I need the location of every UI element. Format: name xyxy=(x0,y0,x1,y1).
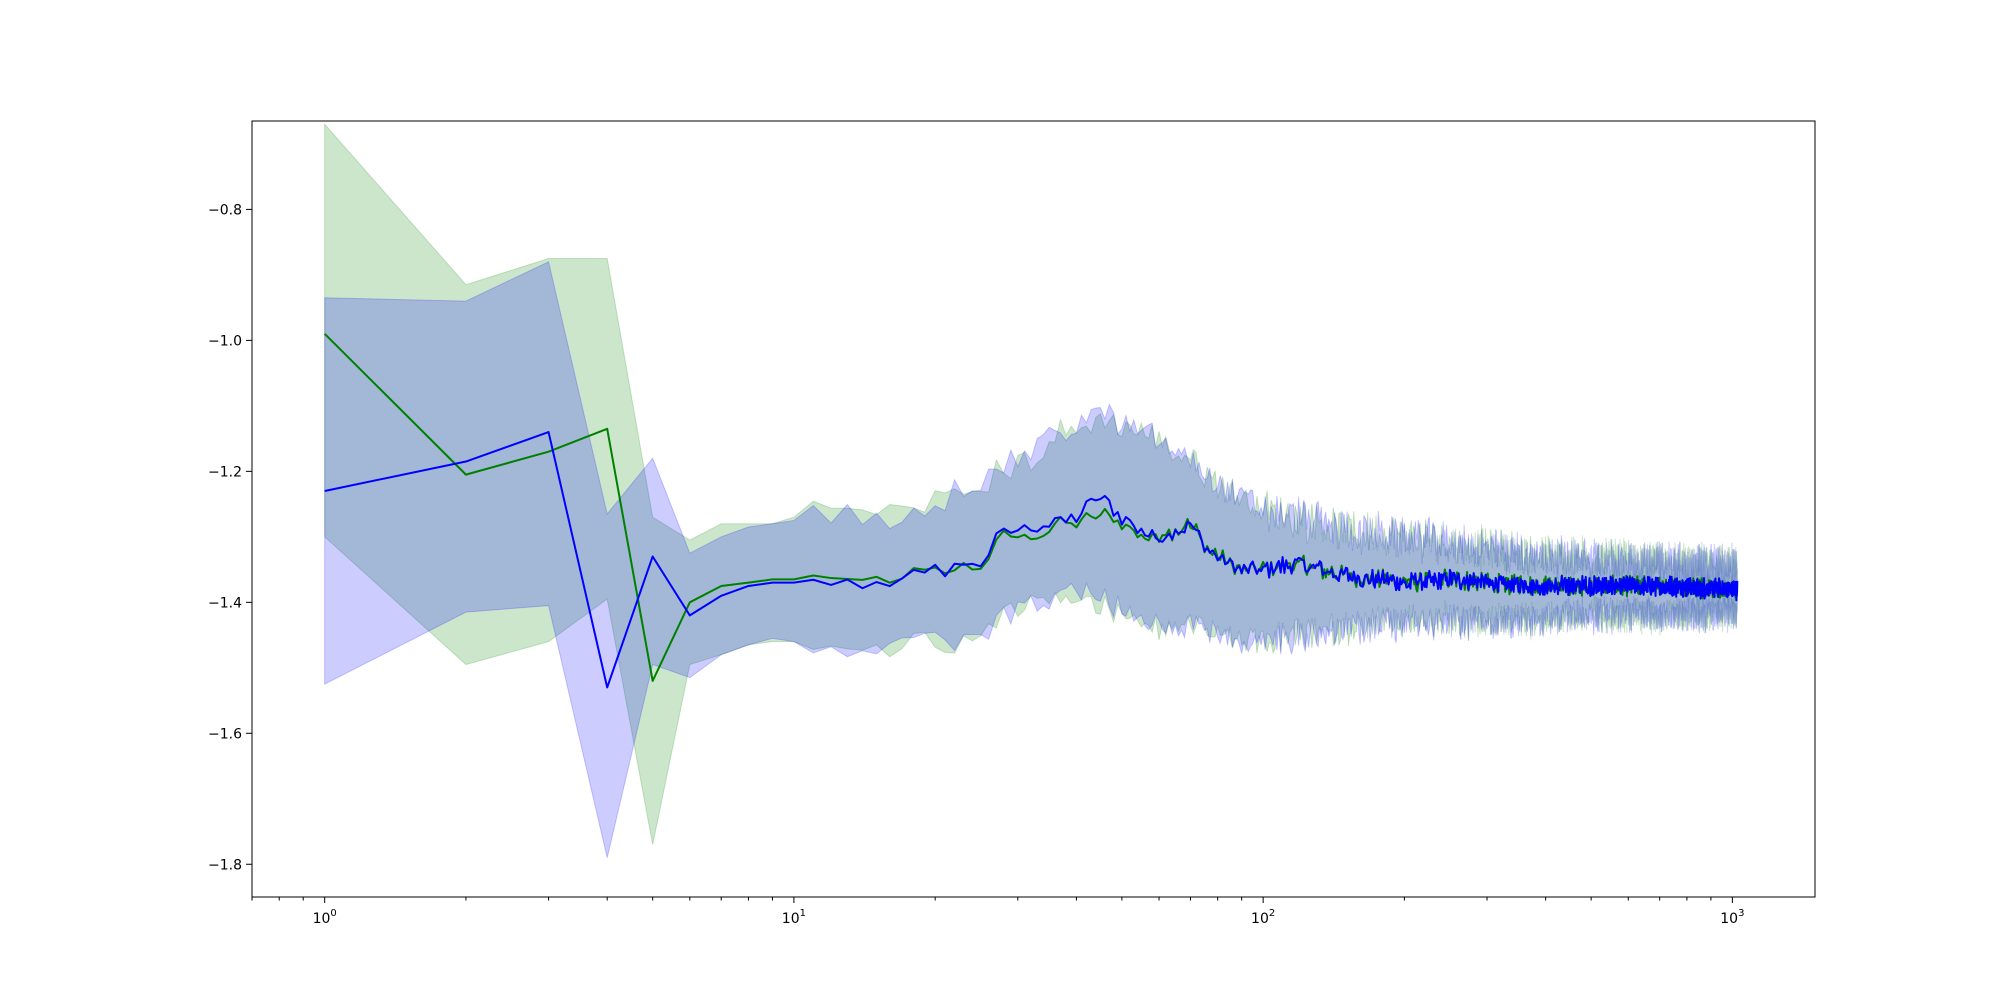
y-axis: −0.8 −1.0 −1.2 −1.4 −1.6 −1.8 xyxy=(208,202,252,873)
series-1-band xyxy=(324,122,1738,845)
bands-layer xyxy=(324,122,1738,858)
x-tick-label: 102 xyxy=(1251,908,1275,927)
y-tick-label: −1.8 xyxy=(208,857,242,873)
x-axis: 100 101 102 103 xyxy=(251,897,1744,927)
y-tick-label: −1.0 xyxy=(208,333,242,349)
series-2-line xyxy=(324,431,1739,689)
x-tick-label: 101 xyxy=(782,908,806,927)
x-tick-label: 100 xyxy=(313,908,337,927)
lines-layer xyxy=(323,333,1739,689)
y-tick-label: −1.2 xyxy=(208,464,242,480)
y-tick-label: −1.6 xyxy=(208,726,242,742)
y-tick-label: −1.4 xyxy=(208,595,242,611)
plot-area-frame xyxy=(251,120,1816,898)
x-tick-label: 103 xyxy=(1720,908,1744,927)
y-tick-label: −0.8 xyxy=(208,202,242,218)
series-2-band xyxy=(324,261,1738,858)
